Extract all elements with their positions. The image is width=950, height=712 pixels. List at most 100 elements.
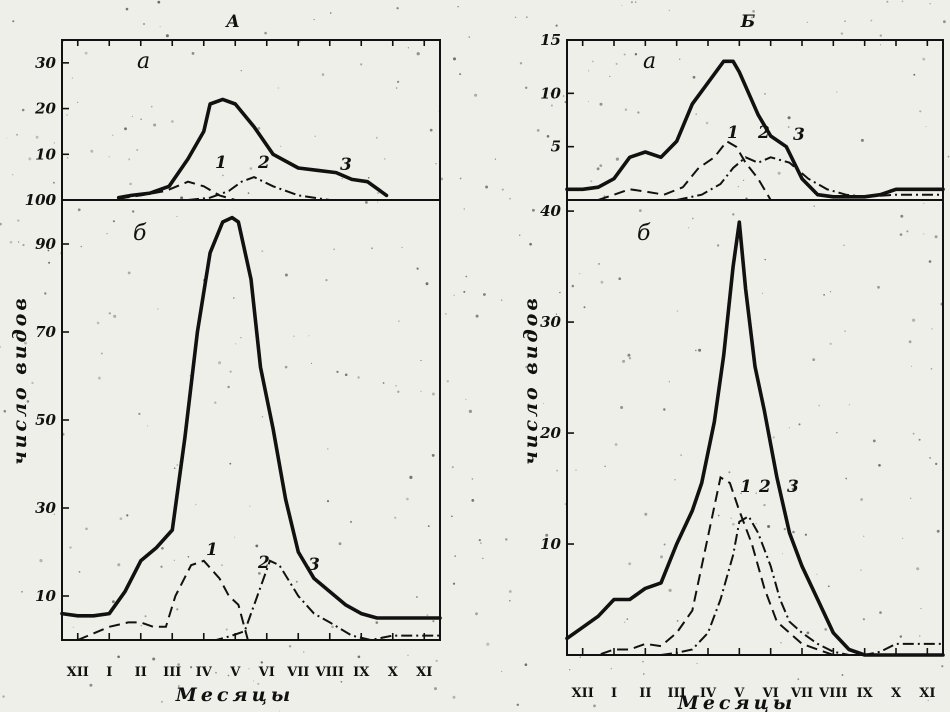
speckle (848, 404, 851, 406)
curve-label-1: 1 (727, 123, 739, 143)
speckle (468, 409, 472, 413)
x-tick-label: XI (919, 686, 935, 701)
curve-label-2: 2 (257, 553, 270, 573)
speckle (21, 108, 25, 112)
speckle (152, 657, 156, 661)
speckle (84, 51, 88, 55)
speckle (100, 352, 103, 355)
speckle (519, 62, 523, 65)
speckle (761, 292, 764, 294)
speckle (255, 544, 259, 548)
panel-a-title: А (224, 12, 240, 32)
speckle (752, 10, 755, 13)
speckle (44, 292, 47, 295)
speckle (176, 608, 179, 611)
speckle (676, 310, 679, 312)
speckle (600, 280, 604, 284)
speckle (840, 32, 844, 35)
speckle (12, 174, 14, 176)
speckle (559, 291, 561, 294)
speckle (9, 240, 13, 244)
y-axis-title-b: число видов (520, 295, 542, 465)
speckle (579, 656, 581, 658)
speckle (863, 535, 865, 537)
speckle (691, 217, 694, 220)
speckle (879, 611, 882, 614)
x-tick-label: VI (258, 665, 275, 680)
speckle (638, 209, 642, 213)
speckle (26, 400, 30, 403)
speckle (218, 361, 222, 365)
speckle (929, 3, 931, 5)
speckle (360, 63, 363, 66)
x-tick-label: VIII (315, 665, 344, 680)
speckle (138, 412, 141, 415)
curve-label-3: 3 (793, 125, 805, 145)
curve-label-2: 2 (758, 477, 771, 497)
speckle (407, 654, 409, 657)
speckle (6, 137, 8, 139)
speckle (879, 34, 882, 37)
speckle (792, 530, 795, 534)
y-tick-label: 50 (35, 411, 56, 429)
speckle (190, 666, 193, 669)
speckle (556, 469, 559, 472)
speckle (751, 16, 753, 19)
series-2-line (660, 514, 943, 656)
speckle (599, 164, 603, 168)
speckle (519, 234, 521, 236)
speckle (501, 299, 503, 301)
speckle (922, 57, 926, 61)
speckle (644, 512, 648, 516)
speckle (621, 5, 623, 6)
speckle (663, 543, 666, 546)
x-tick-label: IX (857, 686, 874, 701)
speckle (77, 208, 81, 212)
subpanel-label: б (637, 221, 651, 246)
speckle (108, 156, 110, 158)
speckle (357, 376, 360, 379)
speckle (375, 136, 378, 139)
series-3-line (565, 220, 945, 657)
speckle (620, 406, 624, 409)
speckle (501, 670, 503, 673)
speckle (420, 359, 422, 362)
speckle (284, 273, 288, 277)
speckle (325, 279, 328, 282)
speckle (505, 538, 508, 541)
x-tick-label: V (229, 665, 241, 680)
speckle (451, 515, 453, 518)
speckle (308, 335, 310, 337)
speckle (176, 464, 179, 466)
speckle (171, 120, 174, 123)
speckle (279, 710, 281, 712)
speckle (806, 631, 810, 635)
speckle (396, 7, 399, 10)
x-tick-label: XII (67, 665, 89, 680)
speckle (872, 439, 876, 443)
x-tick-label: VIII (818, 686, 847, 701)
speckle (178, 685, 180, 687)
speckle (71, 77, 74, 79)
y-tick-label: 30 (35, 499, 56, 517)
speckle (431, 392, 435, 396)
speckle (157, 0, 161, 4)
speckle (3, 409, 7, 413)
speckle (483, 293, 486, 296)
speckle (624, 108, 628, 111)
speckle (628, 357, 632, 360)
speckle (823, 294, 825, 296)
speckle (225, 628, 228, 631)
speckle (136, 149, 139, 151)
speckle (258, 572, 261, 575)
series-2-line (187, 176, 330, 201)
series-1-line (567, 475, 849, 656)
speckle (862, 618, 866, 621)
speckle (728, 471, 731, 474)
x-tick-label: IV (196, 665, 213, 680)
speckle (48, 261, 51, 264)
speckle (0, 345, 2, 348)
speckle (463, 290, 466, 293)
speckle (247, 192, 250, 194)
speckle (536, 129, 540, 132)
